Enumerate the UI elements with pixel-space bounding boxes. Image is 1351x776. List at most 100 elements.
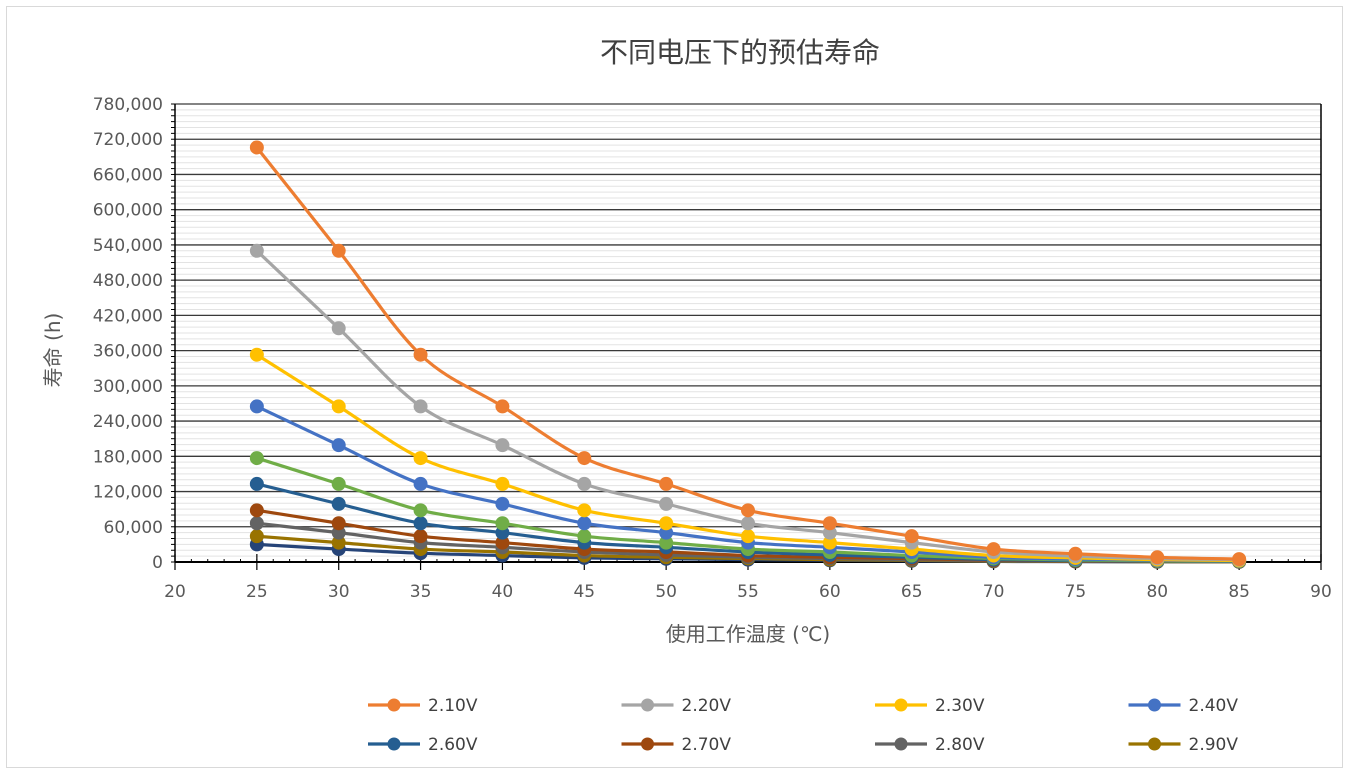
- gridlines: [175, 103, 1321, 563]
- data-point: [249, 451, 264, 466]
- plot-series: [249, 140, 1247, 569]
- y-tick-label: 360,000: [93, 342, 163, 362]
- legend-marker: [1148, 737, 1161, 751]
- data-point: [249, 347, 264, 362]
- data-point: [331, 476, 346, 491]
- data-point: [577, 516, 592, 531]
- data-point: [249, 503, 264, 518]
- x-tick-label: 25: [246, 582, 268, 602]
- y-tick-label: 420,000: [93, 306, 163, 326]
- data-point: [495, 476, 510, 491]
- data-point: [413, 347, 428, 362]
- legend-label: 2.70V: [682, 735, 732, 755]
- data-point: [904, 529, 919, 544]
- y-tick-label: 60,000: [104, 518, 163, 538]
- data-point: [249, 476, 264, 491]
- y-tick-label: 300,000: [93, 377, 163, 397]
- legend-item-2.70V: 2.70V: [621, 735, 732, 755]
- data-point: [331, 321, 346, 336]
- data-point: [1150, 550, 1165, 565]
- data-point: [249, 243, 264, 258]
- data-point: [1232, 552, 1247, 567]
- data-point: [331, 243, 346, 258]
- data-point: [495, 399, 510, 414]
- y-tick-label: 660,000: [93, 165, 163, 185]
- x-tick-label: 35: [410, 582, 432, 602]
- legend-marker: [387, 737, 401, 751]
- chart-title: 不同电压下的预估寿命: [600, 36, 880, 69]
- legend-item-2.90V: 2.90V: [1128, 735, 1239, 755]
- legend-item-2.30V: 2.30V: [875, 696, 985, 716]
- y-tick-label: 600,000: [93, 201, 163, 221]
- legend-marker: [1148, 698, 1161, 712]
- data-point: [413, 451, 428, 466]
- data-point: [577, 529, 592, 544]
- data-point: [331, 438, 346, 453]
- data-point: [1068, 546, 1083, 561]
- legend-label: 2.40V: [1189, 696, 1239, 716]
- y-tick-label: 0: [152, 553, 163, 573]
- data-point: [495, 496, 510, 511]
- x-tick-label: 90: [1310, 582, 1332, 602]
- legend-item-2.20V: 2.20V: [621, 696, 732, 716]
- data-point: [495, 516, 510, 531]
- data-point: [659, 476, 674, 491]
- x-tick-label: 65: [901, 582, 923, 602]
- legend-label: 2.80V: [935, 735, 985, 755]
- series-2.10V: [249, 140, 1247, 567]
- legend-item-2.60V: 2.60V: [368, 735, 478, 755]
- x-tick-label: 20: [164, 582, 186, 602]
- legend-label: 2.60V: [428, 735, 478, 755]
- y-tick-label: 180,000: [93, 447, 163, 467]
- data-point: [249, 529, 264, 544]
- y-axis-title: 寿命 (h): [41, 313, 65, 388]
- x-tick-label: 30: [328, 582, 350, 602]
- data-point: [741, 503, 755, 518]
- legend-label: 2.30V: [935, 696, 985, 716]
- data-point: [741, 529, 755, 544]
- data-point: [413, 529, 428, 544]
- y-tick-label: 720,000: [93, 130, 163, 150]
- legend-marker: [641, 737, 654, 751]
- legend-item-2.40V: 2.40V: [1128, 696, 1239, 716]
- legend-marker: [641, 698, 654, 712]
- data-point: [659, 496, 674, 511]
- data-point: [577, 476, 592, 491]
- y-tick-label: 540,000: [93, 236, 163, 256]
- x-tick-label: 45: [573, 582, 595, 602]
- x-tick-label: 70: [983, 582, 1005, 602]
- legend-label: 2.20V: [682, 696, 732, 716]
- y-tick-label: 240,000: [93, 412, 163, 432]
- x-tick-label: 75: [1065, 582, 1087, 602]
- data-point: [741, 516, 755, 531]
- legend-label: 2.90V: [1189, 735, 1239, 755]
- legend-label: 2.10V: [428, 696, 478, 716]
- y-tick-label: 120,000: [93, 483, 163, 503]
- y-tick-label: 480,000: [93, 271, 163, 291]
- x-tick-label: 60: [819, 582, 841, 602]
- x-tick-label: 55: [737, 582, 759, 602]
- data-point: [413, 476, 428, 491]
- data-point: [249, 399, 264, 414]
- data-point: [413, 503, 428, 518]
- x-tick-label: 40: [492, 582, 514, 602]
- data-point: [413, 399, 428, 414]
- data-point: [331, 496, 346, 511]
- data-point: [577, 451, 592, 466]
- data-point: [249, 140, 264, 155]
- data-point: [577, 503, 592, 518]
- data-point: [413, 516, 428, 531]
- data-point: [495, 438, 510, 453]
- data-point: [659, 516, 674, 531]
- data-point: [986, 542, 1001, 557]
- legend-marker: [387, 698, 401, 712]
- legend-item-2.80V: 2.80V: [875, 735, 985, 755]
- x-axis-title: 使用工作温度 (℃): [666, 622, 830, 646]
- x-tick-label: 50: [655, 582, 677, 602]
- legend-marker: [894, 737, 908, 751]
- legend-item-2.10V: 2.10V: [368, 696, 478, 716]
- data-point: [822, 516, 837, 531]
- x-tick-label: 80: [1146, 582, 1168, 602]
- data-point: [331, 516, 346, 531]
